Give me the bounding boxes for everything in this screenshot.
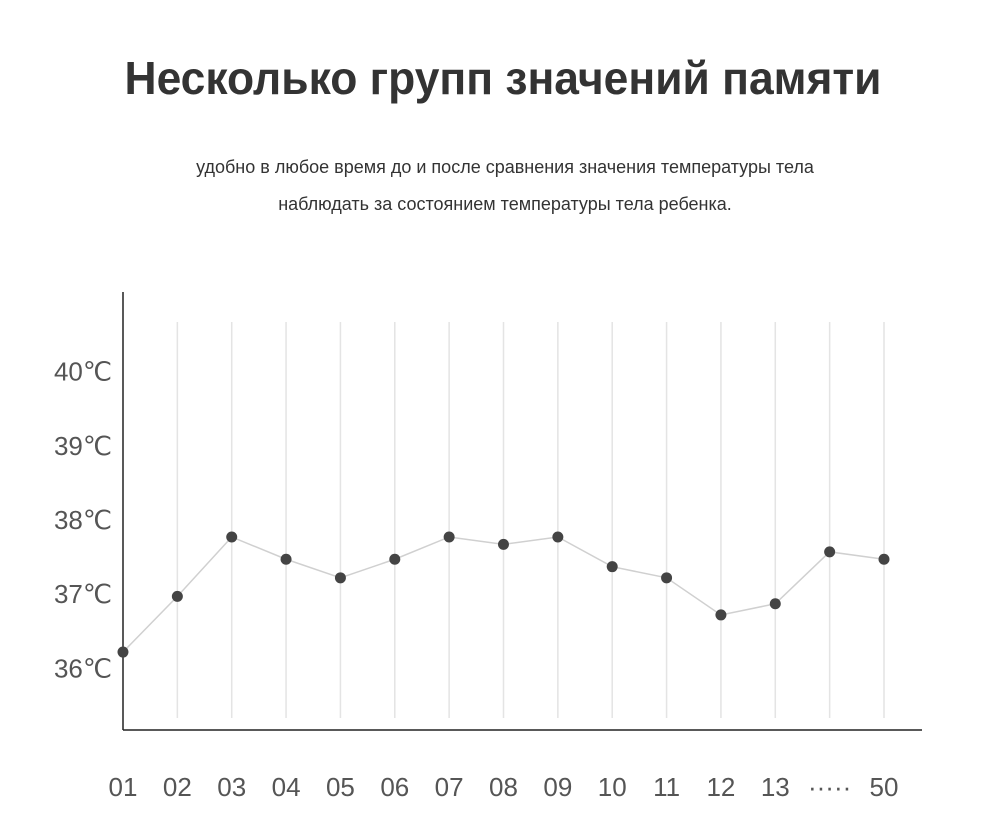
point <box>117 646 129 658</box>
y-tick-label: 40℃ <box>54 357 112 387</box>
chart-title: Несколько групп значений памяти <box>125 52 882 104</box>
point <box>443 531 455 543</box>
x-tick-label: ····· <box>808 772 851 802</box>
point <box>606 561 618 573</box>
y-tick-label: 39℃ <box>54 431 112 461</box>
point <box>552 531 564 543</box>
point <box>824 546 836 558</box>
x-tick-label: 50 <box>870 772 899 802</box>
point <box>498 538 509 550</box>
x-tick-label: 01 <box>109 772 138 802</box>
point <box>661 572 673 584</box>
x-tick-label: 12 <box>706 772 735 802</box>
x-tick-label: 09 <box>543 772 572 802</box>
x-tick-label: 06 <box>380 772 409 802</box>
point <box>389 553 401 565</box>
x-tick-label: 05 <box>326 772 355 802</box>
x-tick-label: 02 <box>163 772 192 802</box>
x-tick-label: 03 <box>217 772 246 802</box>
x-tick-label: 04 <box>272 772 301 802</box>
x-tick-label: 07 <box>435 772 464 802</box>
point <box>171 590 183 602</box>
subtitle: наблюдать за состоянием температуры тела… <box>278 194 732 214</box>
subtitle: удобно в любое время до и после сравнени… <box>196 157 815 177</box>
point <box>226 531 238 543</box>
x-tick-label: 11 <box>653 772 680 802</box>
y-tick-label: 37℃ <box>54 579 112 609</box>
point <box>769 598 781 610</box>
x-tick-label: 13 <box>761 772 790 802</box>
point <box>878 553 890 565</box>
x-tick-label: 08 <box>489 772 518 802</box>
x-tick-label: 10 <box>598 772 627 802</box>
point <box>280 553 292 565</box>
y-tick-label: 36℃ <box>54 653 112 683</box>
y-tick-label: 38℃ <box>54 505 112 535</box>
point <box>715 609 727 621</box>
point <box>334 572 346 584</box>
